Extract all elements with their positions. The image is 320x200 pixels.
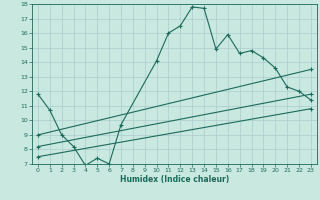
X-axis label: Humidex (Indice chaleur): Humidex (Indice chaleur) (120, 175, 229, 184)
